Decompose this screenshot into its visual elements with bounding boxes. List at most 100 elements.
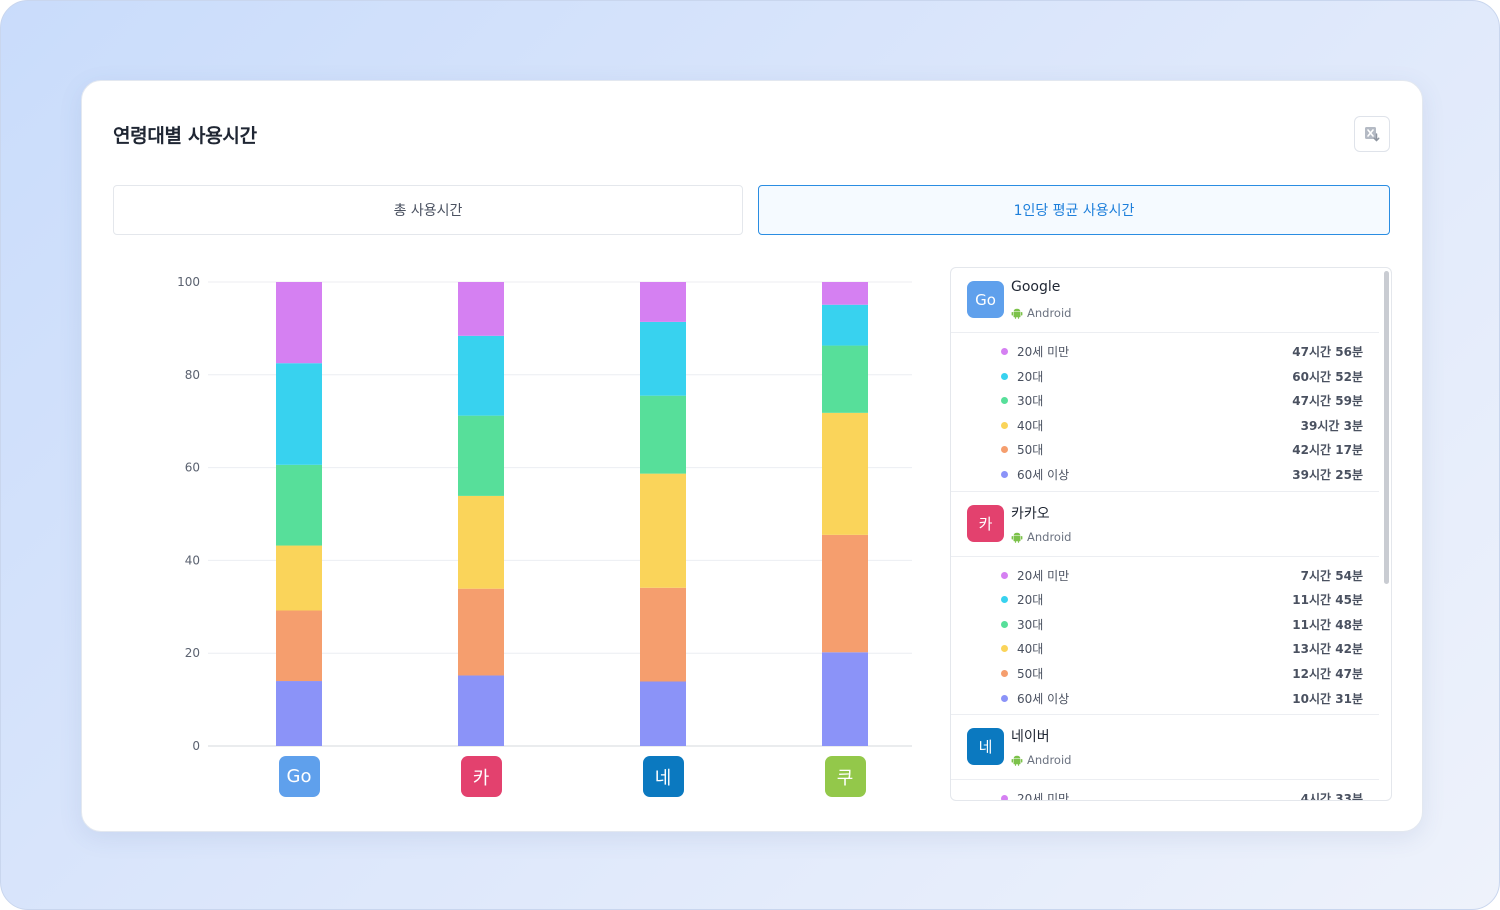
age-usage-list: 20세 미만 4시간 33분 bbox=[951, 780, 1379, 800]
platform-label: Android bbox=[1027, 529, 1072, 544]
app-group: 네 네이버 Android 20세 미만 4시간 33분 bbox=[951, 715, 1379, 800]
app-icon: 네 bbox=[967, 728, 1004, 766]
legend-dot bbox=[1001, 397, 1008, 405]
bar-segment[interactable] bbox=[458, 675, 504, 746]
app-platform: Android bbox=[1011, 753, 1071, 767]
app-header[interactable]: 네 네이버 Android bbox=[951, 715, 1379, 781]
bar-segment[interactable] bbox=[640, 321, 686, 396]
android-icon bbox=[1011, 532, 1023, 543]
bar-segment[interactable] bbox=[458, 335, 504, 416]
legend-dot bbox=[1001, 348, 1008, 355]
list-item: 60세 이상 39시간 25분 bbox=[951, 462, 1379, 487]
bar-segment[interactable] bbox=[640, 681, 686, 746]
usage-time-value: 7시간 54분 bbox=[1300, 568, 1363, 583]
bar-segment[interactable] bbox=[822, 412, 868, 535]
stacked-bar-chart: 0 20 40 60 80 100 Go 카 네 쿠 bbox=[122, 263, 912, 803]
y-tick-label: 40 bbox=[185, 553, 200, 567]
bar-segment[interactable] bbox=[822, 652, 868, 746]
y-tick-label: 20 bbox=[185, 646, 200, 660]
bar-segment[interactable] bbox=[458, 282, 504, 336]
list-item: 40대 13시간 42분 bbox=[951, 636, 1379, 661]
legend-dot bbox=[1001, 669, 1008, 677]
app-group: Go Google Android 20세 미만 47시간 56분 20대 60시간 52분… bbox=[951, 268, 1379, 492]
x-tick-label[interactable]: 쿠 bbox=[824, 756, 866, 797]
y-tick-label: 100 bbox=[177, 275, 200, 289]
bar-segment[interactable] bbox=[640, 587, 686, 682]
list-item: 50대 42시간 17분 bbox=[951, 437, 1379, 462]
age-group-label: 30대 bbox=[1017, 394, 1044, 409]
bar-segment[interactable] bbox=[458, 495, 504, 589]
app-name: 네이버 bbox=[1011, 729, 1050, 746]
list-item: 20대 11시간 45분 bbox=[951, 587, 1379, 612]
usage-time-value: 60시간 52분 bbox=[1292, 369, 1363, 384]
bar-segment[interactable] bbox=[458, 588, 504, 676]
x-tick-label[interactable]: 카 bbox=[460, 756, 502, 797]
list-item: 20세 미만 4시간 33분 bbox=[951, 786, 1379, 800]
list-item: 20세 미만 7시간 54분 bbox=[951, 563, 1379, 588]
legend-dot bbox=[1001, 694, 1008, 702]
platform-label: Android bbox=[1027, 306, 1072, 320]
bar-segment[interactable] bbox=[276, 545, 322, 611]
list-item: 20대 60시간 52분 bbox=[951, 364, 1379, 389]
list-item: 40대 39시간 3분 bbox=[951, 413, 1379, 438]
age-group-label: 20대 bbox=[1017, 593, 1044, 608]
card-title: 연령대별 사용시간 bbox=[113, 125, 257, 147]
x-tick-label[interactable]: 네 bbox=[642, 756, 684, 797]
bar-segment[interactable] bbox=[276, 464, 322, 546]
list-item: 30대 11시간 48분 bbox=[951, 612, 1379, 637]
age-group-label: 60세 이상 bbox=[1017, 467, 1070, 482]
legend-dot bbox=[1001, 795, 1008, 800]
y-tick-label: 80 bbox=[185, 368, 200, 382]
bar-segment[interactable] bbox=[640, 395, 686, 474]
bar-segment[interactable] bbox=[822, 304, 868, 346]
y-tick-label: 60 bbox=[185, 461, 200, 475]
usage-time-value: 39시간 25분 bbox=[1292, 467, 1363, 482]
chart-svg: 0 20 40 60 80 100 bbox=[177, 275, 912, 753]
tab-total-usage[interactable]: 총 사용시간 bbox=[113, 185, 743, 235]
legend-dot bbox=[1001, 446, 1008, 454]
bar-segment[interactable] bbox=[276, 610, 322, 682]
bar-segment[interactable] bbox=[276, 363, 322, 465]
excel-download-icon bbox=[1365, 127, 1380, 142]
app-icon: Go bbox=[967, 281, 1004, 318]
age-group-label: 60세 이상 bbox=[1017, 691, 1070, 706]
app-header[interactable]: Go Google Android bbox=[951, 268, 1379, 333]
age-group-label: 40대 bbox=[1017, 642, 1044, 657]
bar-segment[interactable] bbox=[822, 282, 868, 305]
tab-average-usage[interactable]: 1인당 평균 사용시간 bbox=[758, 185, 1390, 235]
android-icon bbox=[1011, 755, 1023, 766]
bar-segment[interactable] bbox=[458, 415, 504, 496]
app-icon: 카 bbox=[967, 504, 1004, 542]
app-name: Google bbox=[1011, 279, 1061, 295]
app-group: 카 카카오 Android 20세 미만 7시간 54분 20대 11시간 45분 30대 11… bbox=[951, 492, 1379, 716]
list-item: 60세 이상 10시간 31분 bbox=[951, 686, 1379, 711]
list-item: 30대 47시간 59분 bbox=[951, 388, 1379, 413]
bar-segment[interactable] bbox=[640, 282, 686, 322]
android-icon bbox=[1011, 308, 1023, 319]
bar-segment[interactable] bbox=[640, 473, 686, 588]
x-tick-label[interactable]: Go bbox=[278, 756, 320, 797]
bar-segment[interactable] bbox=[276, 681, 322, 746]
age-group-label: 50대 bbox=[1017, 666, 1044, 681]
app-platform: Android bbox=[1011, 530, 1071, 544]
excel-export-button[interactable] bbox=[1354, 116, 1390, 152]
age-group-label: 20대 bbox=[1017, 369, 1044, 384]
usage-time-value: 4시간 33분 bbox=[1300, 792, 1363, 800]
legend-dot bbox=[1001, 421, 1008, 429]
y-tick-label: 0 bbox=[192, 739, 200, 753]
list-item: 50대 12시간 47분 bbox=[951, 661, 1379, 686]
app-list: Go Google Android 20세 미만 47시간 56분 20대 60시간 52분… bbox=[951, 268, 1379, 800]
usage-time-value: 11시간 48분 bbox=[1292, 617, 1363, 632]
bar-segment[interactable] bbox=[276, 282, 322, 364]
bar-segment[interactable] bbox=[822, 534, 868, 653]
legend-dot bbox=[1001, 645, 1008, 653]
age-group-label: 40대 bbox=[1017, 418, 1044, 433]
usage-time-value: 47시간 56분 bbox=[1292, 345, 1363, 359]
usage-time-value: 11시간 45분 bbox=[1292, 593, 1363, 608]
panel-scrollbar[interactable] bbox=[1384, 271, 1389, 584]
bar-segment[interactable] bbox=[822, 345, 868, 413]
list-item: 20세 미만 47시간 56분 bbox=[951, 339, 1379, 364]
age-group-label: 20세 미만 bbox=[1017, 345, 1070, 359]
app-header[interactable]: 카 카카오 Android bbox=[951, 492, 1379, 557]
